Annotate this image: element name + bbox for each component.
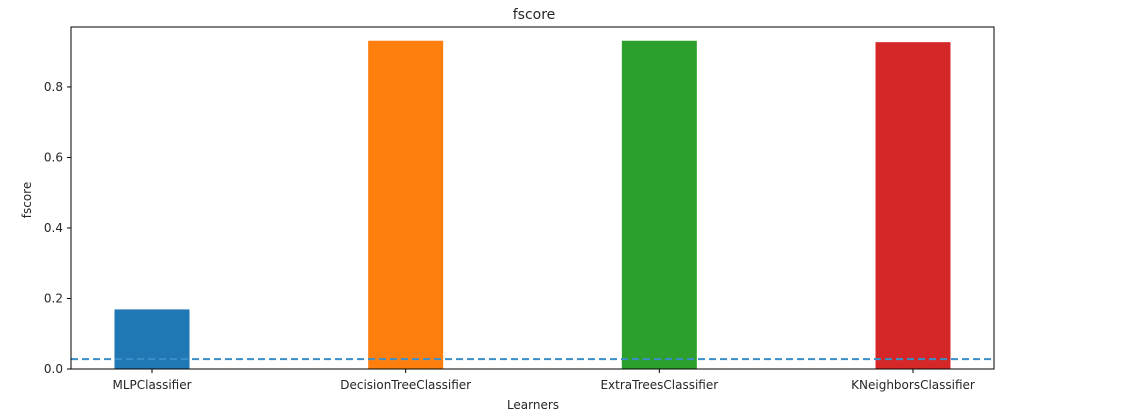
x-tick-label: ExtraTreesClassifier [600, 378, 718, 392]
x-axis-label: Learners [507, 398, 559, 412]
x-tick-label: DecisionTreeClassifier [340, 378, 471, 392]
y-tick-label: 0.2 [44, 291, 63, 305]
bars-group [114, 40, 951, 369]
x-tick-label: MLPClassifier [112, 378, 191, 392]
x-tick-label: KNeighborsClassifier [851, 378, 975, 392]
y-tick-label: 0.4 [44, 221, 63, 235]
bar-KNeighborsClassifier [875, 42, 951, 369]
bar-ExtraTreesClassifier [621, 40, 697, 369]
y-axis-ticks: 0.0 0.2 0.4 0.6 0.8 [44, 80, 71, 376]
chart-title: fscore [513, 7, 556, 23]
y-tick-label: 0.0 [44, 362, 63, 376]
y-tick-label: 0.6 [44, 150, 63, 164]
x-axis-ticks: MLPClassifier DecisionTreeClassifier Extra… [112, 369, 975, 392]
y-axis-label: fscore [20, 182, 34, 218]
plot-frame [70, 26, 995, 370]
bar-DecisionTreeClassifier [368, 40, 444, 369]
y-tick-label: 0.8 [44, 80, 63, 94]
